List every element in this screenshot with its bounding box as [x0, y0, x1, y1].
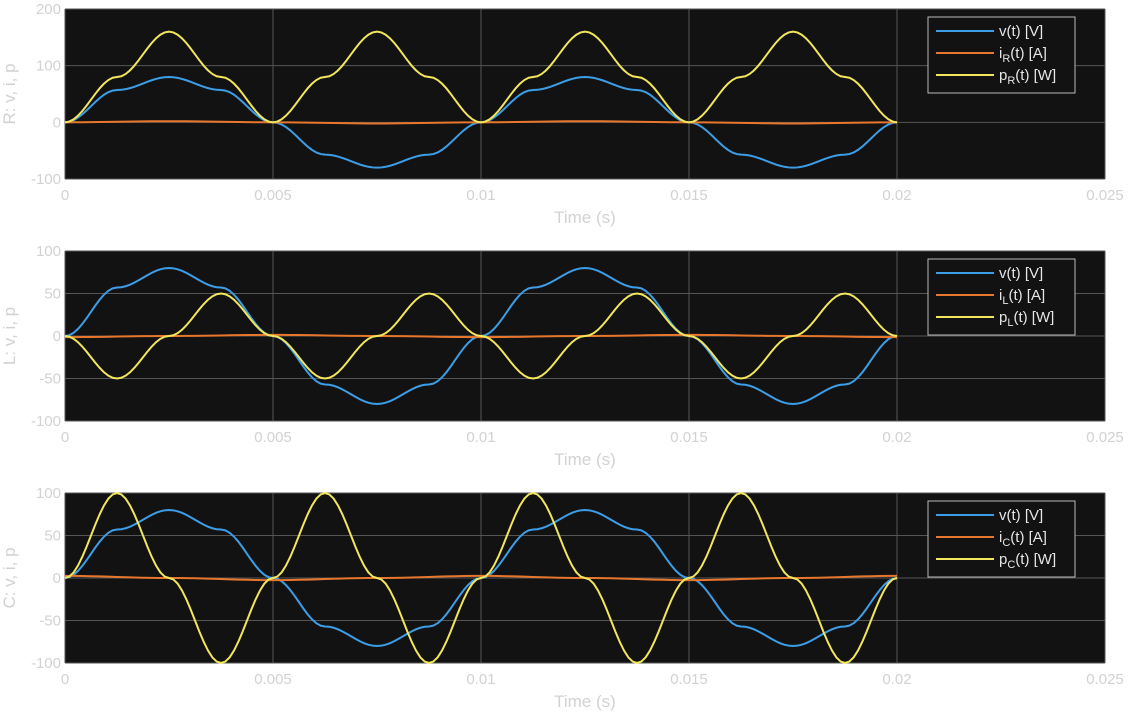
x-tick-label: 0.005 [254, 187, 292, 204]
legend-entry-main: v(t) [V] [999, 507, 1043, 524]
x-tick-label: 0.02 [882, 429, 911, 446]
y-axis-label: R: v, i, p [0, 63, 19, 124]
x-tick-label: 0 [61, 429, 69, 446]
legend-entry-main: p [999, 309, 1007, 326]
legend-entry-main: v(t) [V] [999, 23, 1043, 40]
legend-entry: iR(t) [A] [999, 45, 1047, 65]
legend-entry-suffix: (t) [A] [1010, 529, 1047, 546]
legend-entry: v(t) [V] [999, 265, 1043, 282]
legend-entry-main: i [999, 45, 1002, 62]
legend-box [927, 16, 1076, 94]
legend-entry-suffix: (t) [W] [1015, 67, 1056, 84]
y-axis-label: L: v, i, p [0, 307, 19, 365]
series-line-2 [64, 333, 898, 339]
x-tick-label: 0.015 [670, 671, 708, 688]
x-tick-label: 0.015 [670, 429, 708, 446]
x-axis-label: Time (s) [554, 692, 616, 711]
legend-entry-main: p [999, 551, 1007, 568]
legend-entry-subscript: L [1002, 295, 1008, 307]
x-tick-label: 0.01 [466, 187, 495, 204]
legend-entry-subscript: R [1007, 75, 1015, 87]
subplot-3: 0 0.005 0.01 0.015 0.02 0.025 -100 -50 0 50 100 Tim… [0, 485, 1124, 711]
y-tick-label: -50 [39, 371, 61, 388]
legend-entry-subscript: C [1007, 559, 1015, 571]
legend-entry-suffix: (t) [A] [1008, 287, 1045, 304]
series-line-3 [64, 292, 898, 380]
x-tick-label: 0 [61, 671, 69, 688]
y-tick-label: 100 [36, 58, 61, 75]
y-tick-label: 200 [36, 1, 61, 18]
legend-entry-suffix: (t) [A] [1010, 45, 1047, 62]
x-axis-label: Time (s) [554, 208, 616, 227]
x-axis-label: Time (s) [554, 450, 616, 469]
x-tick-label: 0.025 [1086, 187, 1124, 204]
x-tick-label: 0.015 [670, 187, 708, 204]
x-tick-label: 0.01 [466, 671, 495, 688]
legend-entry: pL(t) [W] [999, 309, 1054, 329]
y-tick-label: 0 [53, 114, 61, 131]
y-tick-label: -100 [31, 413, 61, 430]
subplot-1: 0 0.005 0.01 0.015 0.02 0.025-1000100200Time … [0, 1, 1124, 227]
series-line-3 [64, 30, 898, 124]
y-tick-label: 50 [44, 528, 61, 545]
y-tick-label: 50 [44, 286, 61, 303]
legend-entry-main: p [999, 67, 1007, 84]
legend-entry-main: i [999, 287, 1002, 304]
y-tick-label: -100 [31, 655, 61, 672]
y-tick-label: -50 [39, 613, 61, 630]
y-axis-label: C: v, i, p [0, 547, 19, 608]
y-tick-label: 100 [36, 485, 61, 502]
x-tick-label: 0.005 [254, 671, 292, 688]
legend-entry: v(t) [V] [999, 507, 1043, 524]
x-tick-label: 0.02 [882, 671, 911, 688]
subplot-2: 0 0.005 0.01 0.015 0.02 0.025 -100 -50 0 50 100 Tim… [0, 243, 1124, 469]
series-line-3 [64, 491, 898, 665]
legend: v(t) [V]iC(t) [A]pC(t) [W] [927, 500, 1076, 578]
legend-entry: pC(t) [W] [999, 551, 1056, 571]
legend-entry-main: i [999, 529, 1002, 546]
x-tick-label: 0.025 [1086, 429, 1124, 446]
legend: v(t) [V]iL(t) [A]pL(t) [W] [927, 258, 1076, 336]
legend-entry-suffix: (t) [W] [1013, 309, 1054, 326]
legend-entry-main: v(t) [V] [999, 265, 1043, 282]
legend-entry: iL(t) [A] [999, 287, 1045, 307]
legend-entry: pR(t) [W] [999, 67, 1056, 87]
y-tick-label: 0 [53, 328, 61, 345]
legend-box [927, 500, 1076, 578]
legend-entry: v(t) [V] [999, 23, 1043, 40]
legend-entry-subscript: R [1002, 53, 1010, 65]
x-tick-label: 0.02 [882, 187, 911, 204]
legend-entry-suffix: (t) [W] [1015, 551, 1056, 568]
legend-entry-subscript: C [1002, 537, 1010, 549]
series-line-2 [64, 574, 898, 582]
legend-entry: iC(t) [A] [999, 529, 1047, 549]
legend-entry-subscript: L [1007, 317, 1013, 329]
x-tick-label: 0.005 [254, 429, 292, 446]
y-tick-label: -100 [31, 171, 61, 188]
legend: v(t) [V]iR(t) [A]pR(t) [W] [927, 16, 1076, 94]
y-tick-label: 100 [36, 243, 61, 260]
x-tick-label: 0 [61, 187, 69, 204]
x-tick-label: 0.01 [466, 429, 495, 446]
y-tick-label: 0 [53, 570, 61, 587]
legend-box [927, 258, 1076, 336]
x-tick-label: 0.025 [1086, 671, 1124, 688]
